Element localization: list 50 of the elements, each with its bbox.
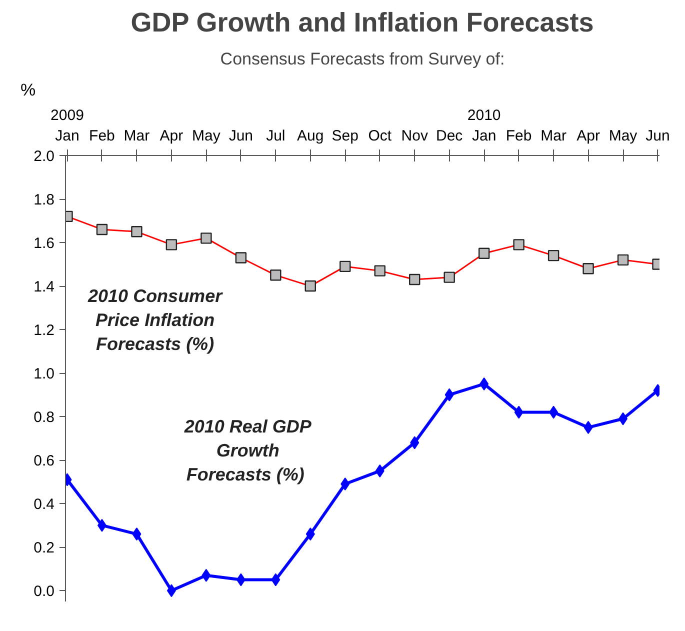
- x-tick-label: Mar: [124, 128, 150, 144]
- point: [549, 406, 558, 419]
- y-tick-label: 0.0: [34, 583, 55, 600]
- point: [375, 464, 384, 478]
- y-tick-label: 1.0: [34, 366, 55, 383]
- x-tick-label: May: [192, 128, 221, 144]
- x-tick-label: 2009 Jan: [50, 107, 84, 144]
- x-tick-label: Dec: [436, 128, 464, 144]
- series-label: 2010 Consumer Price Inflation Forecasts (%): [87, 286, 224, 354]
- chart-subtitle: Consensus Forecasts from Survey of:: [220, 50, 505, 68]
- x-tick-label: Jun: [646, 128, 670, 144]
- y-tick-label: 0.6: [34, 452, 55, 470]
- x-tick-label: Feb: [89, 128, 115, 144]
- x-tick-label: Apr: [160, 128, 184, 144]
- point: [166, 584, 176, 598]
- x-tick-label: 2010 Jan: [467, 107, 501, 144]
- point: [514, 406, 524, 419]
- y-tick-label: 1.2: [34, 322, 55, 340]
- y-tick-label: 1.4: [34, 278, 55, 296]
- x-tick-label: May: [608, 128, 638, 144]
- point: [202, 568, 211, 582]
- x-tick-label: Mar: [540, 128, 566, 144]
- x-tick-label: Jun: [228, 128, 254, 144]
- point: [132, 528, 142, 541]
- point: [444, 388, 454, 402]
- y-axis-title: %: [20, 80, 36, 100]
- y-tick-label: 0.8: [34, 409, 55, 426]
- x-tick-label: Apr: [576, 128, 600, 144]
- point: [584, 420, 593, 434]
- chart-title: GDP Growth and Inflation Forecasts: [130, 8, 594, 38]
- series-label: 2010 Real GDP Growth Forecasts (%): [183, 416, 312, 485]
- point: [236, 573, 246, 586]
- point: [271, 573, 280, 586]
- x-tick-label: Sep: [332, 128, 358, 144]
- x-tick-label: Oct: [368, 128, 392, 144]
- point: [306, 528, 315, 541]
- point: [340, 478, 350, 491]
- y-tick-label: 1.6: [34, 235, 55, 252]
- x-tick-label: Feb: [506, 128, 532, 144]
- point: [97, 518, 106, 532]
- y-tick-label: 0.4: [34, 496, 55, 514]
- y-tick-label: 1.8: [34, 192, 55, 209]
- x-tick-label: Aug: [297, 128, 324, 144]
- y-tick-label: 0.2: [34, 540, 55, 557]
- y-tick-label: 2.0: [34, 148, 55, 165]
- point: [618, 412, 628, 426]
- point: [480, 377, 489, 390]
- x-tick-label: Jul: [266, 128, 286, 144]
- point: [410, 436, 420, 450]
- x-tick-label: Nov: [401, 128, 428, 144]
